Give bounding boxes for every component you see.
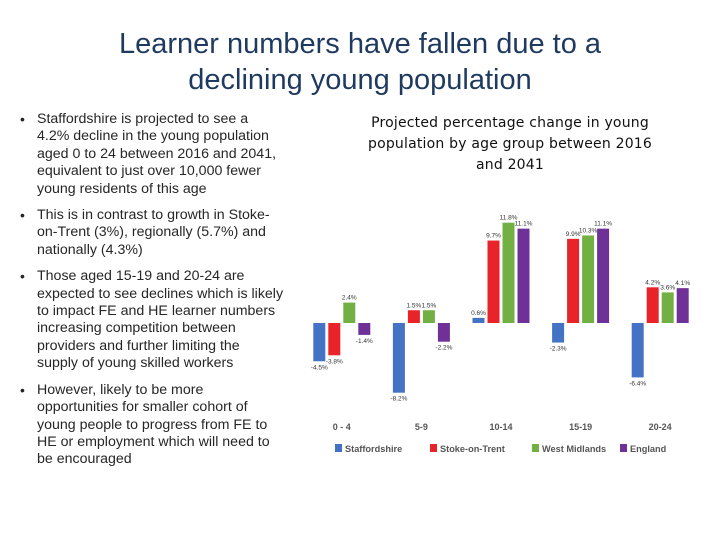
bullet-text: Those aged 15-19 and 20-24 are expected … xyxy=(37,268,284,372)
legend-item-stoke-on-trent: Stoke-on-Trent xyxy=(430,444,505,454)
category-label: 5-9 xyxy=(415,422,428,432)
slide-title-line-1: Learner numbers have fallen due to a xyxy=(118,28,602,60)
bullet-dot-icon: • xyxy=(20,207,25,224)
bar-england-0 xyxy=(358,323,371,335)
bullet-item: • However, likely to be more opportunitie… xyxy=(18,382,284,469)
bar-west-midlands-2 xyxy=(502,222,515,323)
category-labels-layer: 0 - 4 5-9 10-14 15-19 20-24 xyxy=(333,422,672,432)
slide-title: Learner numbers have fallen due to a dec… xyxy=(40,26,680,98)
chart-title: Projected percentage change in young pop… xyxy=(340,113,680,176)
category-label: 10-14 xyxy=(489,422,512,432)
bullet-item: • Staffordshire is projected to see a 4.2… xyxy=(18,111,284,198)
bar-stoke-on-trent-1 xyxy=(407,310,420,323)
legend-label: Stoke-on-Trent xyxy=(440,444,505,454)
bar-england-2 xyxy=(517,228,530,323)
legend-swatch xyxy=(335,444,342,452)
bar-west-midlands-0 xyxy=(343,302,356,323)
chart-title-line-1: Projected percentage change in young xyxy=(371,115,649,131)
category-label: 20-24 xyxy=(649,422,672,432)
bar-stoke-on-trent-2 xyxy=(487,240,500,323)
data-label: 4.2% xyxy=(645,279,660,286)
legend-item-england: England xyxy=(620,444,666,454)
bar-stoke-on-trent-4 xyxy=(646,287,659,323)
data-label: 3.6% xyxy=(660,284,675,291)
legend-swatch xyxy=(532,444,539,452)
bar-staffordshire-2 xyxy=(472,317,485,323)
bar-england-1 xyxy=(437,323,450,342)
bar-england-3 xyxy=(597,228,610,323)
bar-staffordshire-1 xyxy=(392,323,405,393)
bullet-text: However, likely to be more opportunities… xyxy=(37,381,270,468)
legend-label: England xyxy=(630,444,666,454)
category-label: 0 - 4 xyxy=(333,422,351,432)
bar-stoke-on-trent-3 xyxy=(567,238,580,323)
data-label: -2.2% xyxy=(435,345,452,352)
data-label: 4.1% xyxy=(675,280,690,287)
bars-layer xyxy=(313,222,689,393)
bullet-item: • This is in contrast to growth in Stoke-… xyxy=(18,207,284,259)
bar-west-midlands-1 xyxy=(422,310,435,323)
bar-staffordshire-4 xyxy=(631,323,644,378)
data-label: 11.1% xyxy=(594,221,612,228)
data-label: 1.5% xyxy=(421,302,436,309)
legend-item-west-midlands: West Midlands xyxy=(532,444,606,454)
bullet-dot-icon: • xyxy=(20,268,25,285)
bullet-dot-icon: • xyxy=(20,381,25,398)
bar-england-4 xyxy=(676,288,689,323)
bullet-item: • Those aged 15-19 and 20-24 are expected… xyxy=(18,268,284,372)
slide-title-line-2: declining young population xyxy=(188,64,532,96)
legend-item-staffordshire: Staffordshire xyxy=(335,444,402,454)
chart-title-line-2: population by age group between 2016 xyxy=(367,136,653,152)
data-label: 9.7% xyxy=(486,233,501,240)
bar-west-midlands-3 xyxy=(582,235,595,323)
data-label: -8.2% xyxy=(390,396,407,403)
data-label: -4.5% xyxy=(311,364,328,371)
data-label: 2.4% xyxy=(342,295,357,302)
bullet-dot-icon: • xyxy=(20,111,25,127)
data-label: -2.3% xyxy=(550,346,567,353)
data-label: 11.1% xyxy=(515,221,533,228)
data-label: -3.8% xyxy=(326,358,343,365)
data-label: 1.5% xyxy=(406,302,421,309)
legend-swatch xyxy=(620,444,627,452)
legend-label: West Midlands xyxy=(542,444,606,454)
bullet-list: • Staffordshire is projected to see a 4.2… xyxy=(18,111,284,478)
data-label: -1.4% xyxy=(356,338,373,345)
bar-chart: -4.5%-3.8% 2.4% -1.4% -8.2% 1.5% 1.5% -2.2% 0.6… xyxy=(311,215,691,454)
bullet-text: This is in contrast to growth in Stoke-o… xyxy=(37,207,270,258)
legend-label: Staffordshire xyxy=(345,444,402,454)
bar-stoke-on-trent-0 xyxy=(328,323,341,356)
bar-staffordshire-0 xyxy=(313,323,326,362)
data-label: 10.3% xyxy=(579,227,598,234)
data-label: 0.6% xyxy=(471,310,486,317)
data-labels-layer: -4.5%-3.8% 2.4% -1.4% -8.2% 1.5% 1.5% -2.2% 0.6… xyxy=(311,215,691,403)
legend: Staffordshire Stoke-on-Trent West Midlands… xyxy=(335,444,666,454)
data-label: 11.8% xyxy=(500,215,518,222)
bar-west-midlands-4 xyxy=(661,292,674,323)
data-label: 9.9% xyxy=(566,231,581,238)
bullet-text: Staffordshire is projected to see a 4.2%… xyxy=(37,111,277,197)
category-label: 15-19 xyxy=(569,422,592,432)
legend-swatch xyxy=(430,444,437,452)
data-label: -6.4% xyxy=(629,380,646,387)
bar-staffordshire-3 xyxy=(552,323,565,343)
chart-title-line-3: and 2041 xyxy=(475,157,545,173)
